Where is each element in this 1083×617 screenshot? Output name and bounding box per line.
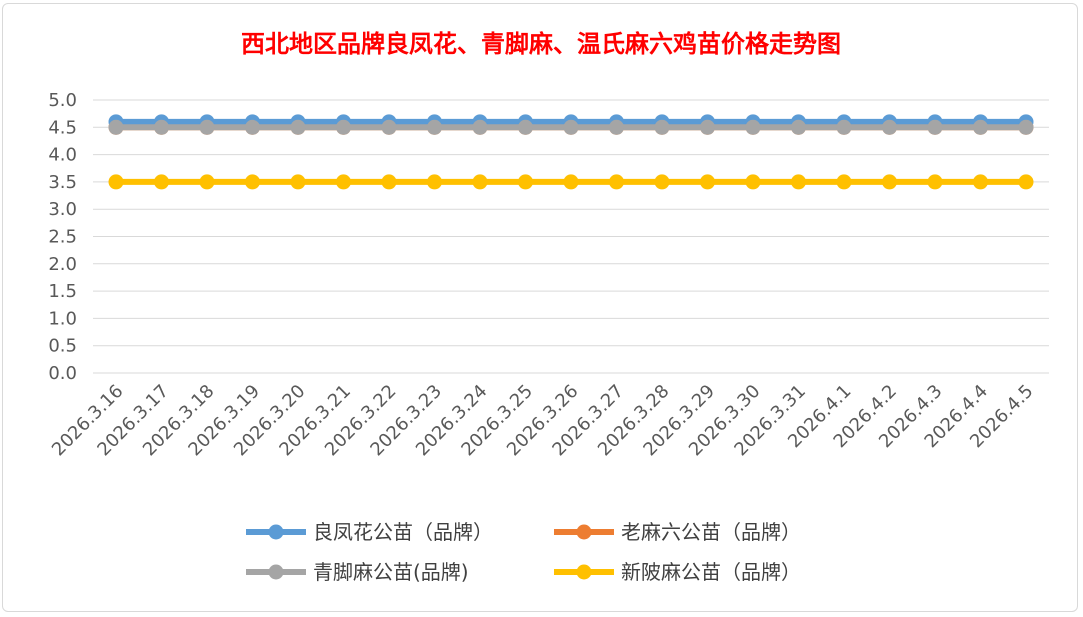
data-point — [472, 174, 488, 190]
data-point — [973, 119, 988, 135]
data-point — [472, 119, 488, 135]
y-tick-label: 2.5 — [48, 227, 77, 248]
data-point — [700, 174, 715, 190]
data-point — [654, 119, 670, 135]
data-point — [836, 119, 852, 135]
legend: 良凤花公苗（品牌） 老麻六公苗（品牌） 青脚麻公苗(品牌) 新陂麻公苗（品牌） — [246, 520, 801, 584]
y-tick-label: 3.0 — [48, 199, 77, 220]
data-point — [381, 174, 397, 190]
data-point — [108, 119, 124, 135]
legend-item: 良凤花公苗（品牌） — [246, 520, 493, 544]
data-point — [199, 174, 215, 190]
y-tick-label: 0.0 — [48, 363, 77, 384]
data-point — [609, 174, 624, 190]
y-tick-label: 2.0 — [48, 254, 77, 275]
y-tick-label: 5.0 — [48, 90, 77, 111]
series-group — [108, 114, 1034, 190]
data-point — [199, 119, 215, 135]
legend-label: 老麻六公苗（品牌） — [621, 520, 801, 544]
data-point — [245, 174, 260, 190]
y-tick-label: 1.5 — [48, 281, 77, 302]
data-point — [609, 119, 624, 135]
y-axis-ticks: 5.0 4.5 4.0 3.5 3.0 2.5 2.0 1.5 1.0 0.5 0.0 — [48, 90, 77, 384]
y-tick-label: 3.5 — [48, 172, 77, 193]
chart-frame — [2, 3, 1078, 612]
gridlines — [93, 99, 1049, 374]
data-point — [836, 174, 852, 190]
y-tick-label: 0.5 — [48, 336, 77, 357]
data-point — [882, 174, 897, 190]
series-3 — [108, 174, 1034, 190]
legend-item: 新陂麻公苗（品牌） — [554, 560, 801, 584]
legend-item: 老麻六公苗（品牌） — [554, 520, 801, 544]
y-tick-label: 4.5 — [48, 117, 77, 138]
data-point — [563, 174, 579, 190]
data-point — [245, 119, 260, 135]
legend-swatch-marker — [576, 524, 592, 540]
y-tick-label: 4.0 — [48, 145, 77, 166]
y-tick-label: 1.0 — [48, 308, 77, 329]
data-point — [427, 174, 442, 190]
data-point — [927, 119, 943, 135]
data-point — [1018, 174, 1034, 190]
legend-label: 青脚麻公苗(品牌) — [313, 560, 469, 584]
data-point — [427, 119, 442, 135]
legend-swatch-marker — [268, 564, 284, 580]
data-point — [290, 119, 306, 135]
data-point — [154, 119, 169, 135]
series-2 — [108, 119, 1034, 135]
data-point — [518, 119, 533, 135]
legend-item: 青脚麻公苗(品牌) — [246, 560, 469, 584]
data-point — [336, 174, 351, 190]
x-axis-ticks: 2026.3.162026.3.172026.3.182026.3.192026… — [48, 381, 1038, 461]
chart-title: 西北地区品牌良凤花、青脚麻、温氏麻六鸡苗价格走势图 — [241, 29, 841, 58]
legend-label: 良凤花公苗（品牌） — [313, 520, 493, 544]
data-point — [973, 174, 988, 190]
data-point — [745, 119, 761, 135]
data-point — [381, 119, 397, 135]
data-point — [927, 174, 943, 190]
legend-label: 新陂麻公苗（品牌） — [621, 560, 801, 584]
data-point — [108, 174, 124, 190]
legend-swatch-marker — [268, 524, 284, 540]
data-point — [745, 174, 761, 190]
data-point — [1018, 119, 1034, 135]
data-point — [791, 174, 806, 190]
data-point — [654, 174, 670, 190]
data-point — [290, 174, 306, 190]
data-point — [518, 174, 533, 190]
data-point — [336, 119, 351, 135]
data-point — [154, 174, 169, 190]
data-point — [563, 119, 579, 135]
data-point — [700, 119, 715, 135]
data-point — [791, 119, 806, 135]
data-point — [882, 119, 897, 135]
legend-swatch-marker — [576, 564, 592, 580]
